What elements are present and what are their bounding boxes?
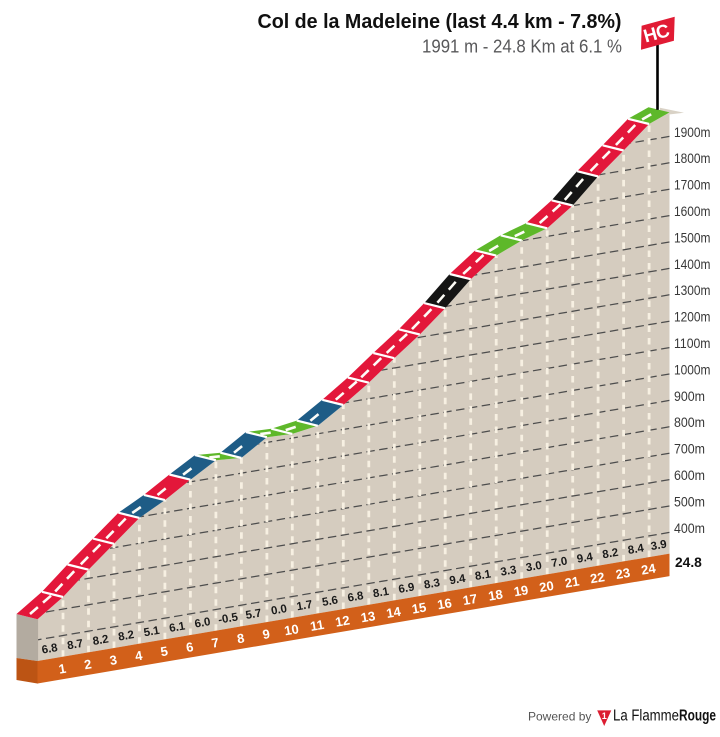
svg-text:7: 7 [210, 635, 220, 651]
svg-text:800m: 800m [674, 414, 705, 430]
svg-text:19: 19 [513, 582, 530, 599]
svg-text:1800m: 1800m [674, 150, 711, 166]
svg-text:1: 1 [57, 661, 67, 677]
svg-text:8.7: 8.7 [66, 638, 84, 653]
svg-text:3.9: 3.9 [650, 539, 668, 554]
svg-text:400m: 400m [674, 520, 705, 536]
svg-text:8.2: 8.2 [602, 547, 620, 562]
svg-text:4: 4 [134, 648, 144, 664]
svg-text:8.2: 8.2 [92, 633, 110, 648]
svg-text:1300m: 1300m [674, 282, 711, 298]
svg-text:7.0: 7.0 [551, 555, 569, 570]
svg-text:-0.5: -0.5 [217, 611, 239, 626]
svg-text:700m: 700m [674, 441, 705, 457]
svg-text:3.3: 3.3 [500, 564, 518, 579]
svg-text:Col de la Madeleine (last 4.4: Col de la Madeleine (last 4.4 km - 7.8%) [258, 11, 622, 33]
svg-text:La Flamme: La Flamme [613, 708, 679, 725]
svg-text:8.2: 8.2 [117, 629, 135, 644]
svg-text:13: 13 [360, 608, 377, 625]
svg-text:6.0: 6.0 [194, 616, 212, 631]
svg-text:3.0: 3.0 [525, 560, 543, 575]
svg-text:1600m: 1600m [674, 203, 711, 219]
svg-text:23: 23 [614, 565, 631, 582]
svg-text:500m: 500m [674, 493, 705, 509]
svg-text:0.0: 0.0 [270, 603, 288, 618]
svg-text:2: 2 [83, 656, 93, 672]
svg-text:1500m: 1500m [674, 229, 711, 245]
svg-text:17: 17 [462, 591, 479, 608]
svg-text:1.7: 1.7 [296, 599, 314, 614]
svg-text:11: 11 [309, 617, 325, 634]
svg-text:22: 22 [589, 569, 606, 586]
svg-text:9: 9 [261, 626, 271, 642]
svg-text:1100m: 1100m [674, 335, 711, 351]
svg-text:1: 1 [602, 711, 607, 721]
svg-text:9.4: 9.4 [576, 551, 594, 566]
svg-text:20: 20 [538, 578, 555, 595]
svg-text:14: 14 [385, 604, 403, 621]
svg-text:5.7: 5.7 [245, 607, 263, 622]
svg-text:16: 16 [436, 595, 453, 612]
svg-text:6.9: 6.9 [398, 581, 416, 596]
svg-text:1900m: 1900m [674, 124, 711, 140]
svg-text:Rouge: Rouge [679, 708, 716, 725]
svg-text:8.1: 8.1 [372, 586, 390, 601]
svg-text:21: 21 [564, 573, 581, 590]
svg-text:1200m: 1200m [674, 309, 711, 325]
svg-text:18: 18 [487, 586, 504, 603]
svg-text:1991 m - 24.8 Km at 6.1 %: 1991 m - 24.8 Km at 6.1 % [422, 37, 622, 57]
svg-text:8.4: 8.4 [627, 542, 645, 557]
svg-text:6.1: 6.1 [168, 620, 186, 635]
svg-text:1400m: 1400m [674, 256, 711, 272]
svg-text:8: 8 [236, 630, 246, 646]
svg-text:5.6: 5.6 [321, 594, 339, 609]
svg-text:1700m: 1700m [674, 177, 711, 193]
svg-text:6.8: 6.8 [347, 590, 365, 605]
svg-text:15: 15 [411, 599, 428, 616]
svg-text:5: 5 [159, 643, 169, 659]
svg-text:24: 24 [640, 560, 658, 577]
svg-text:600m: 600m [674, 467, 705, 483]
svg-text:6.8: 6.8 [41, 642, 59, 657]
svg-text:Powered by: Powered by [528, 710, 591, 724]
svg-text:1000m: 1000m [674, 361, 711, 377]
svg-text:5.1: 5.1 [143, 625, 161, 640]
svg-text:12: 12 [334, 612, 351, 629]
svg-text:24.8: 24.8 [675, 555, 702, 570]
svg-text:8.1: 8.1 [474, 568, 492, 583]
svg-text:900m: 900m [674, 388, 705, 404]
svg-text:9.4: 9.4 [449, 573, 467, 588]
svg-text:10: 10 [283, 621, 300, 638]
svg-text:3: 3 [108, 652, 118, 668]
svg-text:8.3: 8.3 [423, 577, 441, 592]
svg-text:6: 6 [185, 639, 195, 655]
